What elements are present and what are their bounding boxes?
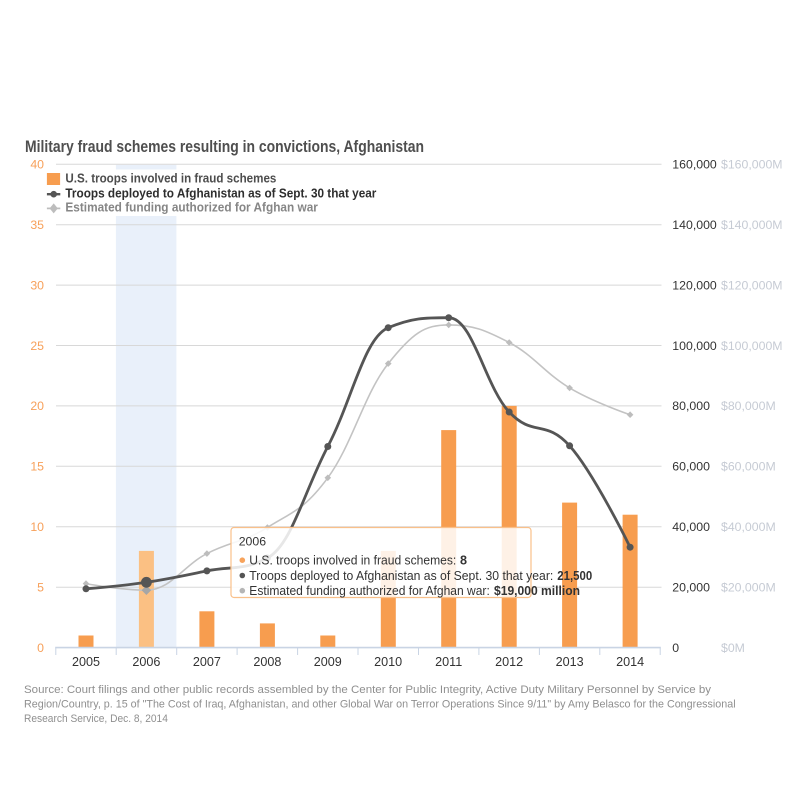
svg-text:30: 30 — [30, 278, 44, 292]
svg-text:140,000: 140,000 — [672, 218, 717, 232]
svg-text:$19,000 million: $19,000 million — [494, 584, 580, 598]
svg-text:40,000: 40,000 — [672, 520, 710, 534]
svg-text:$140,000M: $140,000M — [721, 218, 783, 232]
svg-text:2008: 2008 — [253, 655, 281, 669]
svg-text:2009: 2009 — [314, 655, 342, 669]
svg-text:Region/Country, p. 15 of "The: Region/Country, p. 15 of "The Cost of Ir… — [24, 699, 736, 711]
svg-text:2013: 2013 — [556, 655, 584, 669]
svg-text:Troops deployed to Afghanistan: Troops deployed to Afghanistan as of Sep… — [65, 185, 376, 200]
svg-text:2007: 2007 — [193, 655, 221, 669]
svg-text:80,000: 80,000 — [672, 399, 710, 413]
svg-text:Troops deployed to Afghanistan: Troops deployed to Afghanistan as of Sep… — [249, 569, 553, 583]
svg-text:60,000: 60,000 — [672, 460, 710, 474]
svg-text:$20,000M: $20,000M — [721, 581, 776, 595]
svg-text:8: 8 — [460, 554, 467, 568]
svg-text:Military fraud schemes resulti: Military fraud schemes resulting in conv… — [25, 138, 424, 156]
svg-text:2010: 2010 — [374, 655, 402, 669]
svg-text:21,500: 21,500 — [557, 569, 592, 583]
svg-text:$40,000M: $40,000M — [721, 520, 776, 534]
svg-text:Research Service, Dec. 8, 2014: Research Service, Dec. 8, 2014 — [24, 713, 168, 725]
svg-text:15: 15 — [30, 460, 44, 474]
svg-text:$0M: $0M — [721, 641, 745, 655]
svg-text:Estimated funding authorized f: Estimated funding authorized for Afghan … — [65, 200, 318, 215]
svg-text:0: 0 — [37, 641, 44, 655]
svg-text:$120,000M: $120,000M — [721, 278, 783, 292]
svg-text:2006: 2006 — [132, 655, 160, 669]
svg-text:2006: 2006 — [239, 535, 267, 549]
svg-text:$160,000M: $160,000M — [721, 158, 783, 172]
svg-text:5: 5 — [37, 581, 44, 595]
svg-text:120,000: 120,000 — [672, 278, 717, 292]
svg-text:2014: 2014 — [616, 655, 644, 669]
svg-text:2005: 2005 — [72, 655, 100, 669]
svg-text:$60,000M: $60,000M — [721, 460, 776, 474]
svg-text:100,000: 100,000 — [672, 339, 717, 353]
svg-text:0: 0 — [672, 641, 679, 655]
svg-text:U.S. troops involved in fraud: U.S. troops involved in fraud schemes — [65, 171, 276, 186]
svg-text:$100,000M: $100,000M — [721, 339, 783, 353]
svg-text:20: 20 — [30, 399, 44, 413]
svg-text:20,000: 20,000 — [672, 581, 710, 595]
svg-text:40: 40 — [30, 158, 44, 172]
svg-text:Source: Court filings and othe: Source: Court filings and other public r… — [24, 684, 711, 696]
svg-text:$80,000M: $80,000M — [721, 399, 776, 413]
svg-text:35: 35 — [30, 218, 44, 232]
svg-text:10: 10 — [30, 520, 44, 534]
svg-text:2012: 2012 — [495, 655, 523, 669]
svg-text:U.S. troops involved in fraud: U.S. troops involved in fraud schemes: — [249, 554, 456, 568]
svg-text:Estimated funding authorized f: Estimated funding authorized for Afghan … — [249, 584, 489, 598]
svg-text:2011: 2011 — [435, 655, 462, 669]
svg-text:160,000: 160,000 — [672, 158, 717, 172]
svg-text:25: 25 — [30, 339, 44, 353]
